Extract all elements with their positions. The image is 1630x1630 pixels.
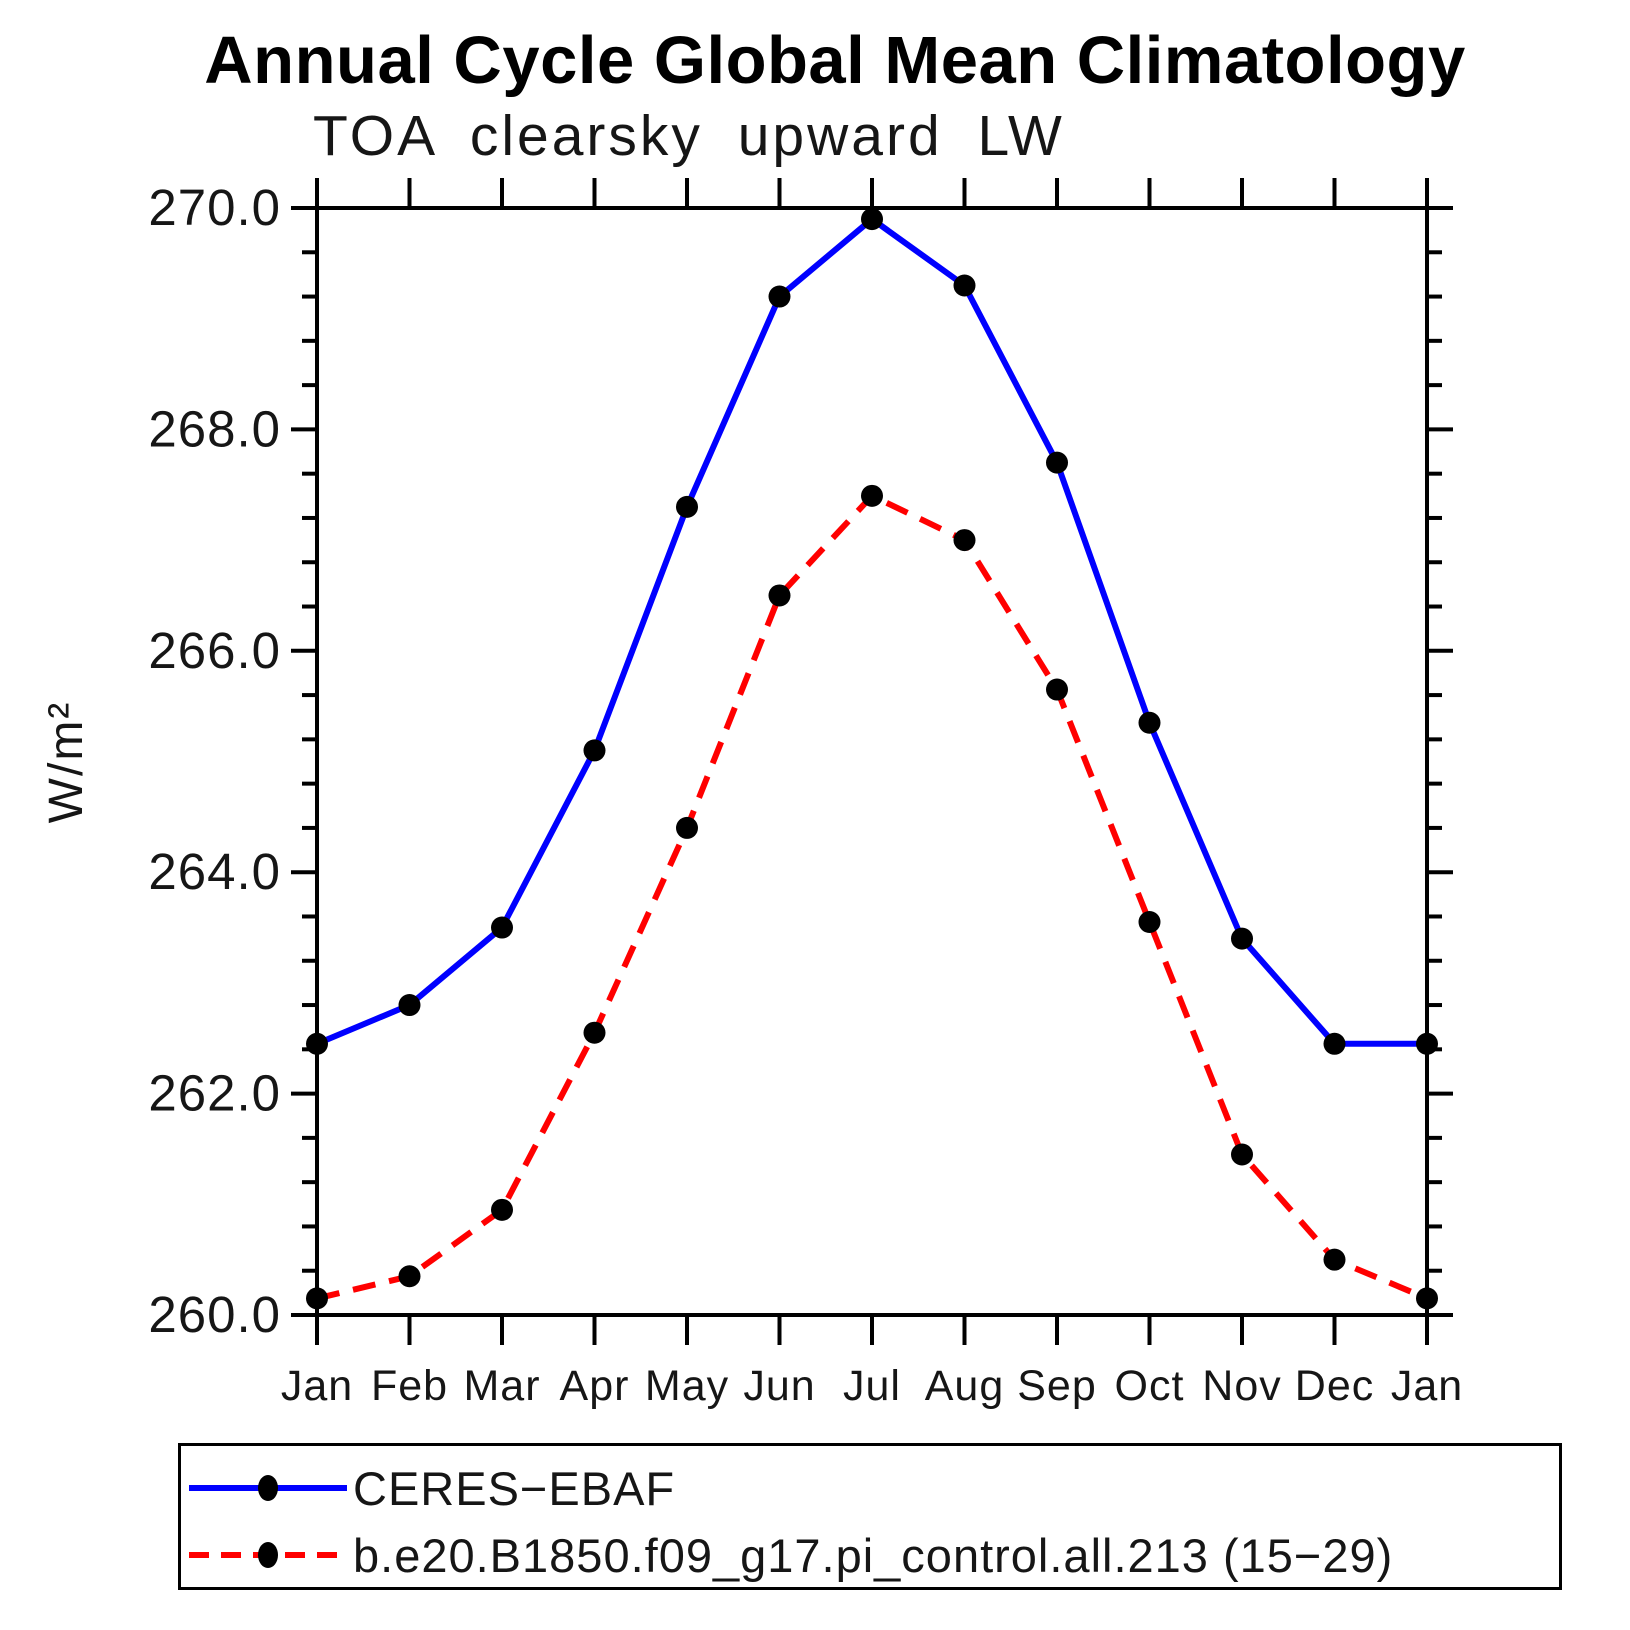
data-point (398, 1265, 421, 1288)
x-tick-label: Oct (1115, 1362, 1185, 1410)
legend-label-model: b.e20.B1850.f09_g17.pi_control.all.213 (… (353, 1528, 1394, 1582)
data-point (306, 1287, 328, 1310)
y-tick-label: 268.0 (148, 400, 281, 457)
data-point (398, 994, 421, 1017)
data-point (861, 484, 883, 507)
y-tick-label: 270.0 (148, 179, 281, 236)
data-point (1416, 1287, 1438, 1310)
data-point (1323, 1032, 1346, 1055)
data-point (1138, 911, 1161, 934)
y-tick-label: 266.0 (148, 622, 281, 679)
legend-line-sample-model (189, 1542, 347, 1568)
data-point (768, 285, 791, 308)
plot-frame (315, 206, 1429, 1317)
x-tick-label: May (645, 1362, 729, 1410)
x-tick-label: Jul (843, 1362, 901, 1410)
x-tick-label: Sep (1017, 1362, 1097, 1410)
data-point (676, 495, 698, 518)
x-tick-label: Jun (743, 1362, 815, 1410)
plot-contents: 260.0 262.0 264.0 266.0 268.0 270.0 Jan Feb Mar A… (148, 178, 1463, 1410)
legend-marker-icon (258, 1542, 278, 1568)
data-point (676, 816, 698, 839)
data-point (1046, 451, 1068, 474)
data-point (768, 584, 791, 607)
data-point (1138, 711, 1161, 734)
x-tick-label: Apr (560, 1362, 630, 1410)
series-line-0 (315, 215, 1427, 1047)
legend-marker-icon (258, 1475, 278, 1501)
y-tick-label: 260.0 (148, 1286, 281, 1343)
legend-line-sample-ceres (189, 1475, 347, 1501)
x-tick-label: Feb (371, 1362, 448, 1410)
data-point (1416, 1032, 1438, 1055)
x-tick-label: Nov (1202, 1362, 1281, 1410)
x-tick-label: Dec (1295, 1362, 1374, 1410)
x-tick-label: Jan (1391, 1362, 1463, 1410)
data-point (306, 1032, 328, 1055)
chart-title: Annual Cycle Global Mean Climatology (204, 23, 1466, 98)
legend-box: CERES−EBAF b.e20.B1850.f09_g17.pi_contro… (178, 1443, 1562, 1590)
legend-label-ceres: CERES−EBAF (353, 1461, 676, 1515)
chart-subtitle: TOA clearsky upward LW (313, 104, 1065, 168)
y-tick-label: 262.0 (148, 1065, 281, 1122)
series-line-1 (316, 492, 1429, 1302)
data-point (1046, 678, 1068, 701)
data-point (583, 1021, 606, 1044)
data-point (491, 916, 513, 939)
data-point (1231, 1143, 1253, 1166)
data-point (583, 739, 606, 762)
data-point (491, 1198, 513, 1221)
data-point (953, 529, 976, 552)
legend-entry-model: b.e20.B1850.f09_g17.pi_control.all.213 (… (187, 1528, 1394, 1582)
data-point (861, 208, 883, 231)
x-tick-label: Aug (925, 1362, 1005, 1410)
y-tick-label: 264.0 (148, 843, 281, 900)
data-point (1231, 927, 1253, 950)
data-point (953, 274, 976, 297)
x-tick-label: Mar (463, 1362, 540, 1410)
y-axis-title: W/m² (40, 701, 93, 824)
data-point (1323, 1248, 1346, 1271)
legend-entry-ceres: CERES−EBAF (187, 1461, 676, 1515)
x-tick-label: Jan (281, 1362, 353, 1410)
